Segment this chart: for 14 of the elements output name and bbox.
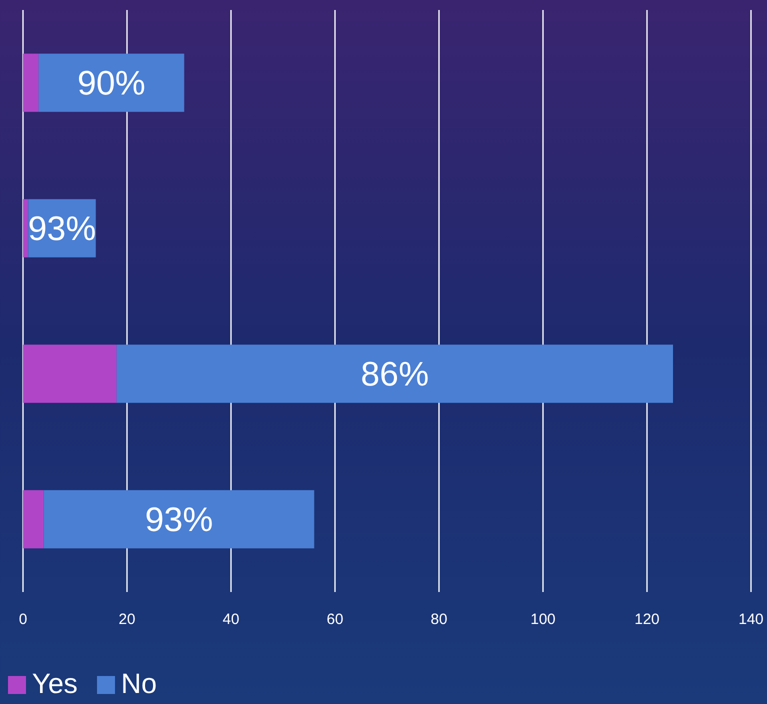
x-tick-label: 60 bbox=[326, 611, 344, 628]
annotation: 86% bbox=[360, 356, 429, 394]
x-tick-label: 20 bbox=[118, 611, 136, 628]
annotation: 93% bbox=[28, 210, 96, 248]
legend-label: Yes bbox=[32, 668, 78, 699]
x-tick-label: 40 bbox=[222, 611, 240, 628]
annotation: 90% bbox=[77, 64, 146, 103]
x-tick-label: 120 bbox=[634, 611, 660, 628]
annotation: 93% bbox=[144, 501, 214, 540]
x-tick-label: 80 bbox=[430, 611, 448, 628]
legend-label: No bbox=[121, 668, 157, 699]
x-tick-label: 100 bbox=[530, 611, 556, 628]
x-tick-label: 0 bbox=[18, 611, 28, 628]
x-tick-label: 140 bbox=[738, 611, 764, 628]
